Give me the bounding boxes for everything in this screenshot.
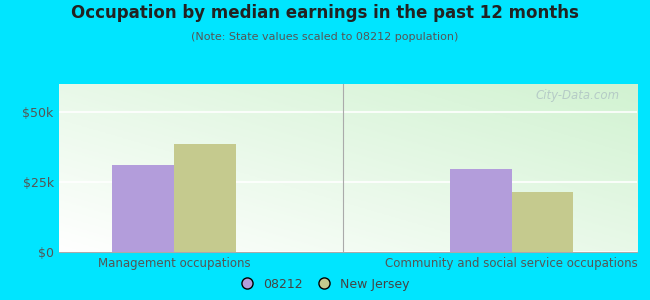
Legend: 08212, New Jersey: 08212, New Jersey xyxy=(238,276,412,294)
Bar xyxy=(174,144,236,252)
Text: Occupation by median earnings in the past 12 months: Occupation by median earnings in the pas… xyxy=(71,4,579,22)
Text: City-Data.com: City-Data.com xyxy=(536,89,619,102)
Text: (Note: State values scaled to 08212 population): (Note: State values scaled to 08212 popu… xyxy=(191,32,459,41)
Bar xyxy=(450,169,512,252)
Bar xyxy=(112,165,174,252)
Bar xyxy=(512,192,573,252)
